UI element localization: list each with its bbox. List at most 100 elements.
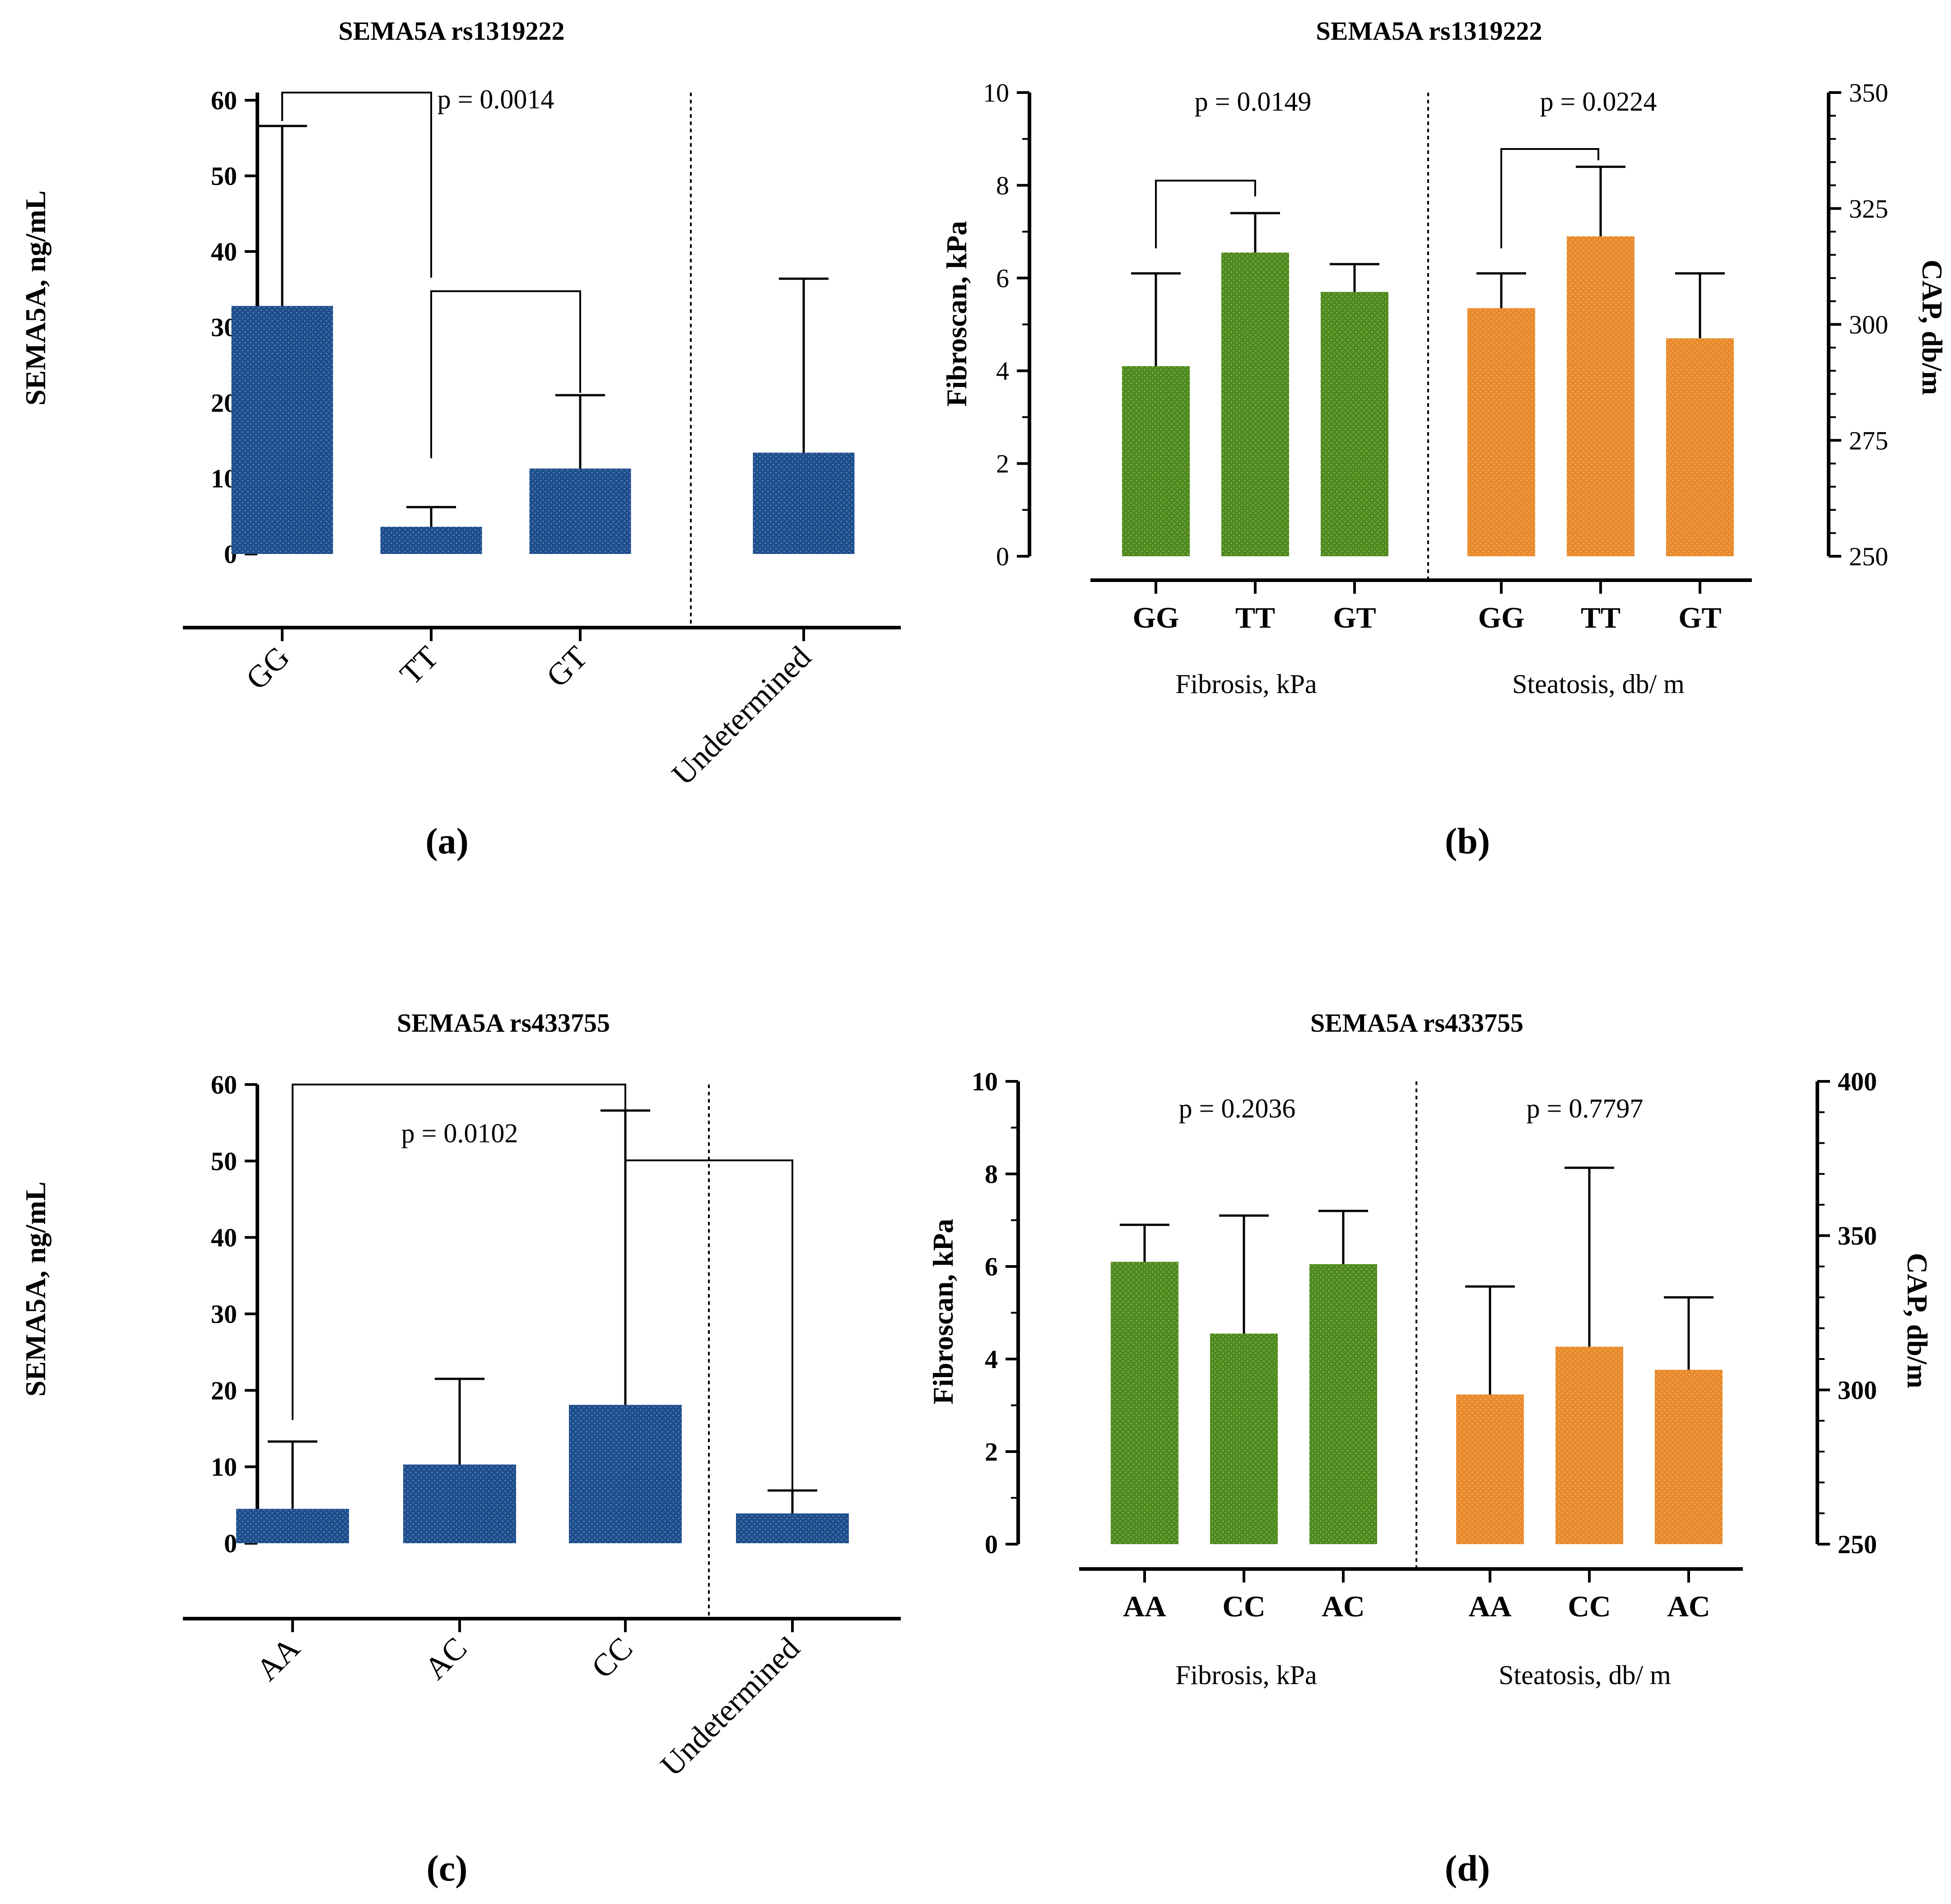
panel-b-group-fibrosis: Fibrosis, kPa [1175,669,1317,699]
category-label: CC [1568,1590,1611,1623]
category-label: AA [1123,1590,1166,1623]
category-label: AC [1322,1590,1364,1623]
panel-d-title: SEMA5A rs433755 [1310,1008,1523,1038]
category-label: GT [1333,601,1376,634]
panel-d-ylabel-right: CAP, db/m [1901,1253,1933,1388]
y-tick-label: 6 [996,264,1009,293]
category-label: GT [540,640,594,694]
bar-0 [231,306,333,554]
y-tick-label: 8 [996,171,1009,200]
y-tick-label: 60 [211,86,237,115]
category-label: GT [1678,601,1721,634]
panel-b-group-steatosis: Steatosis, db/ m [1512,669,1685,699]
bar-3 [1467,308,1535,556]
category-label: GG [1478,601,1525,634]
category-label: AC [1667,1590,1710,1623]
panel-d-pvalue-1: p = 0.2036 [1179,1094,1296,1123]
panel-b-ylabel-right: CAP, db/m [1916,260,1948,395]
y-tick-label: 0 [996,542,1009,571]
category-label: Undetermined [654,1631,807,1783]
y-tick-label: 300 [1849,310,1888,340]
y-tick-label: 275 [1849,426,1888,455]
panel-d-group-steatosis: Steatosis, db/ m [1499,1660,1671,1690]
bar-2 [529,468,631,554]
y-tick-label: 8 [985,1159,998,1189]
y-tick-label: 2 [996,449,1009,479]
panel-b-bars [1122,165,1734,556]
panel-a-pvalue: p = 0.0014 [438,84,554,114]
bar-3 [753,452,855,554]
bar-2 [569,1405,682,1543]
panel-b-bracket-1 [1155,180,1256,248]
panel-b-pvalue-1: p = 0.0149 [1195,87,1312,116]
y-tick-label: 50 [211,1146,237,1176]
panel-c-title: SEMA5A rs433755 [397,1008,610,1038]
y-tick-label: 10 [211,1452,237,1482]
bar-2 [1321,292,1388,556]
panel-d-categories: AA CC AC AA CC AC [1123,1569,1710,1623]
category-label: CC [1222,1590,1265,1623]
category-label: AC [418,1631,474,1686]
panel-c: SEMA5A rs433755 SEMA5A, ng/mL 0 10 20 30 40 5… [19,1008,901,1889]
bar-1 [1221,252,1289,556]
panel-a: SEMA5A rs1319222 SEMA5A, ng/mL 010203040… [19,16,901,861]
panel-d-label: (d) [1445,1848,1490,1889]
y-tick-label: 250 [1849,542,1888,571]
bar-1 [403,1464,516,1543]
bar-4 [1555,1346,1623,1544]
panel-d-y-ticks: 0 2 4 6 8 10 250 300 350 400 [972,1067,1877,1559]
panel-c-bracket-2 [625,1159,793,1490]
y-tick-label: 4 [996,356,1009,386]
panel-d-group-fibrosis: Fibrosis, kPa [1175,1660,1317,1690]
category-label: GG [239,640,296,697]
bar-3 [736,1513,849,1543]
y-tick-label: 6 [985,1252,998,1281]
bar-5 [1655,1369,1723,1544]
panel-c-ylabel: SEMA5A, ng/mL [19,1182,51,1397]
panel-c-bars [236,1109,849,1543]
category-label: AA [250,1631,307,1688]
panel-c-label: (c) [426,1848,467,1889]
category-label: AA [1468,1590,1512,1623]
panel-b-ylabel-left: Fibroscan, kPa [941,221,973,406]
y-tick-label: 0 [985,1530,998,1559]
panel-b: SEMA5A rs1319222 Fibroscan, kPa CAP, db/… [941,16,1948,861]
bar-3 [1456,1394,1524,1544]
y-tick-label: 350 [1838,1221,1877,1251]
panel-b-title: SEMA5A rs1319222 [1316,16,1542,46]
bar-0 [1122,366,1190,556]
y-tick-label: 20 [211,1376,237,1405]
panel-d: SEMA5A rs433755 Fibroscan, kPa CAP, db/m… [927,1008,1933,1889]
panel-c-categories: AA AC CC Undetermined [250,1619,806,1783]
y-tick-label: 300 [1838,1375,1877,1405]
y-tick-label: 4 [985,1345,998,1374]
bar-0 [236,1508,349,1543]
bar-5 [1666,338,1734,556]
panel-a-title: SEMA5A rs1319222 [338,16,564,46]
y-tick-label: 10 [983,78,1009,107]
bar-2 [1309,1264,1377,1544]
y-tick-label: 325 [1849,194,1888,223]
y-tick-label: 60 [211,1070,237,1099]
panel-d-ylabel-left: Fibroscan, kPa [927,1219,959,1404]
panel-b-categories: GG TT GT GG TT GT [1133,580,1722,634]
category-label: TT [1581,601,1620,634]
y-tick-label: 400 [1838,1067,1877,1096]
category-label: CC [585,1631,639,1685]
category-label: Undetermined [666,640,818,792]
panel-a-bars [231,125,855,554]
panel-c-pvalue: p = 0.0102 [401,1118,518,1148]
bar-1 [380,526,482,554]
panel-c-y-ticks: 0 10 20 30 40 50 60 [211,1070,257,1558]
y-tick-label: 350 [1849,78,1888,107]
panel-d-bars [1111,1166,1723,1544]
panel-b-y-ticks: 0 2 4 6 8 10 250 275 300 325 350 [983,78,1888,571]
panel-a-ylabel: SEMA5A, ng/mL [19,191,51,406]
panel-b-bracket-2 [1500,148,1599,248]
bar-0 [1111,1262,1178,1544]
y-tick-label: 30 [211,1299,237,1329]
y-tick-label: 50 [211,162,237,191]
category-label: GG [1133,601,1179,634]
y-tick-label: 0 [224,1529,237,1558]
bar-1 [1210,1333,1278,1544]
